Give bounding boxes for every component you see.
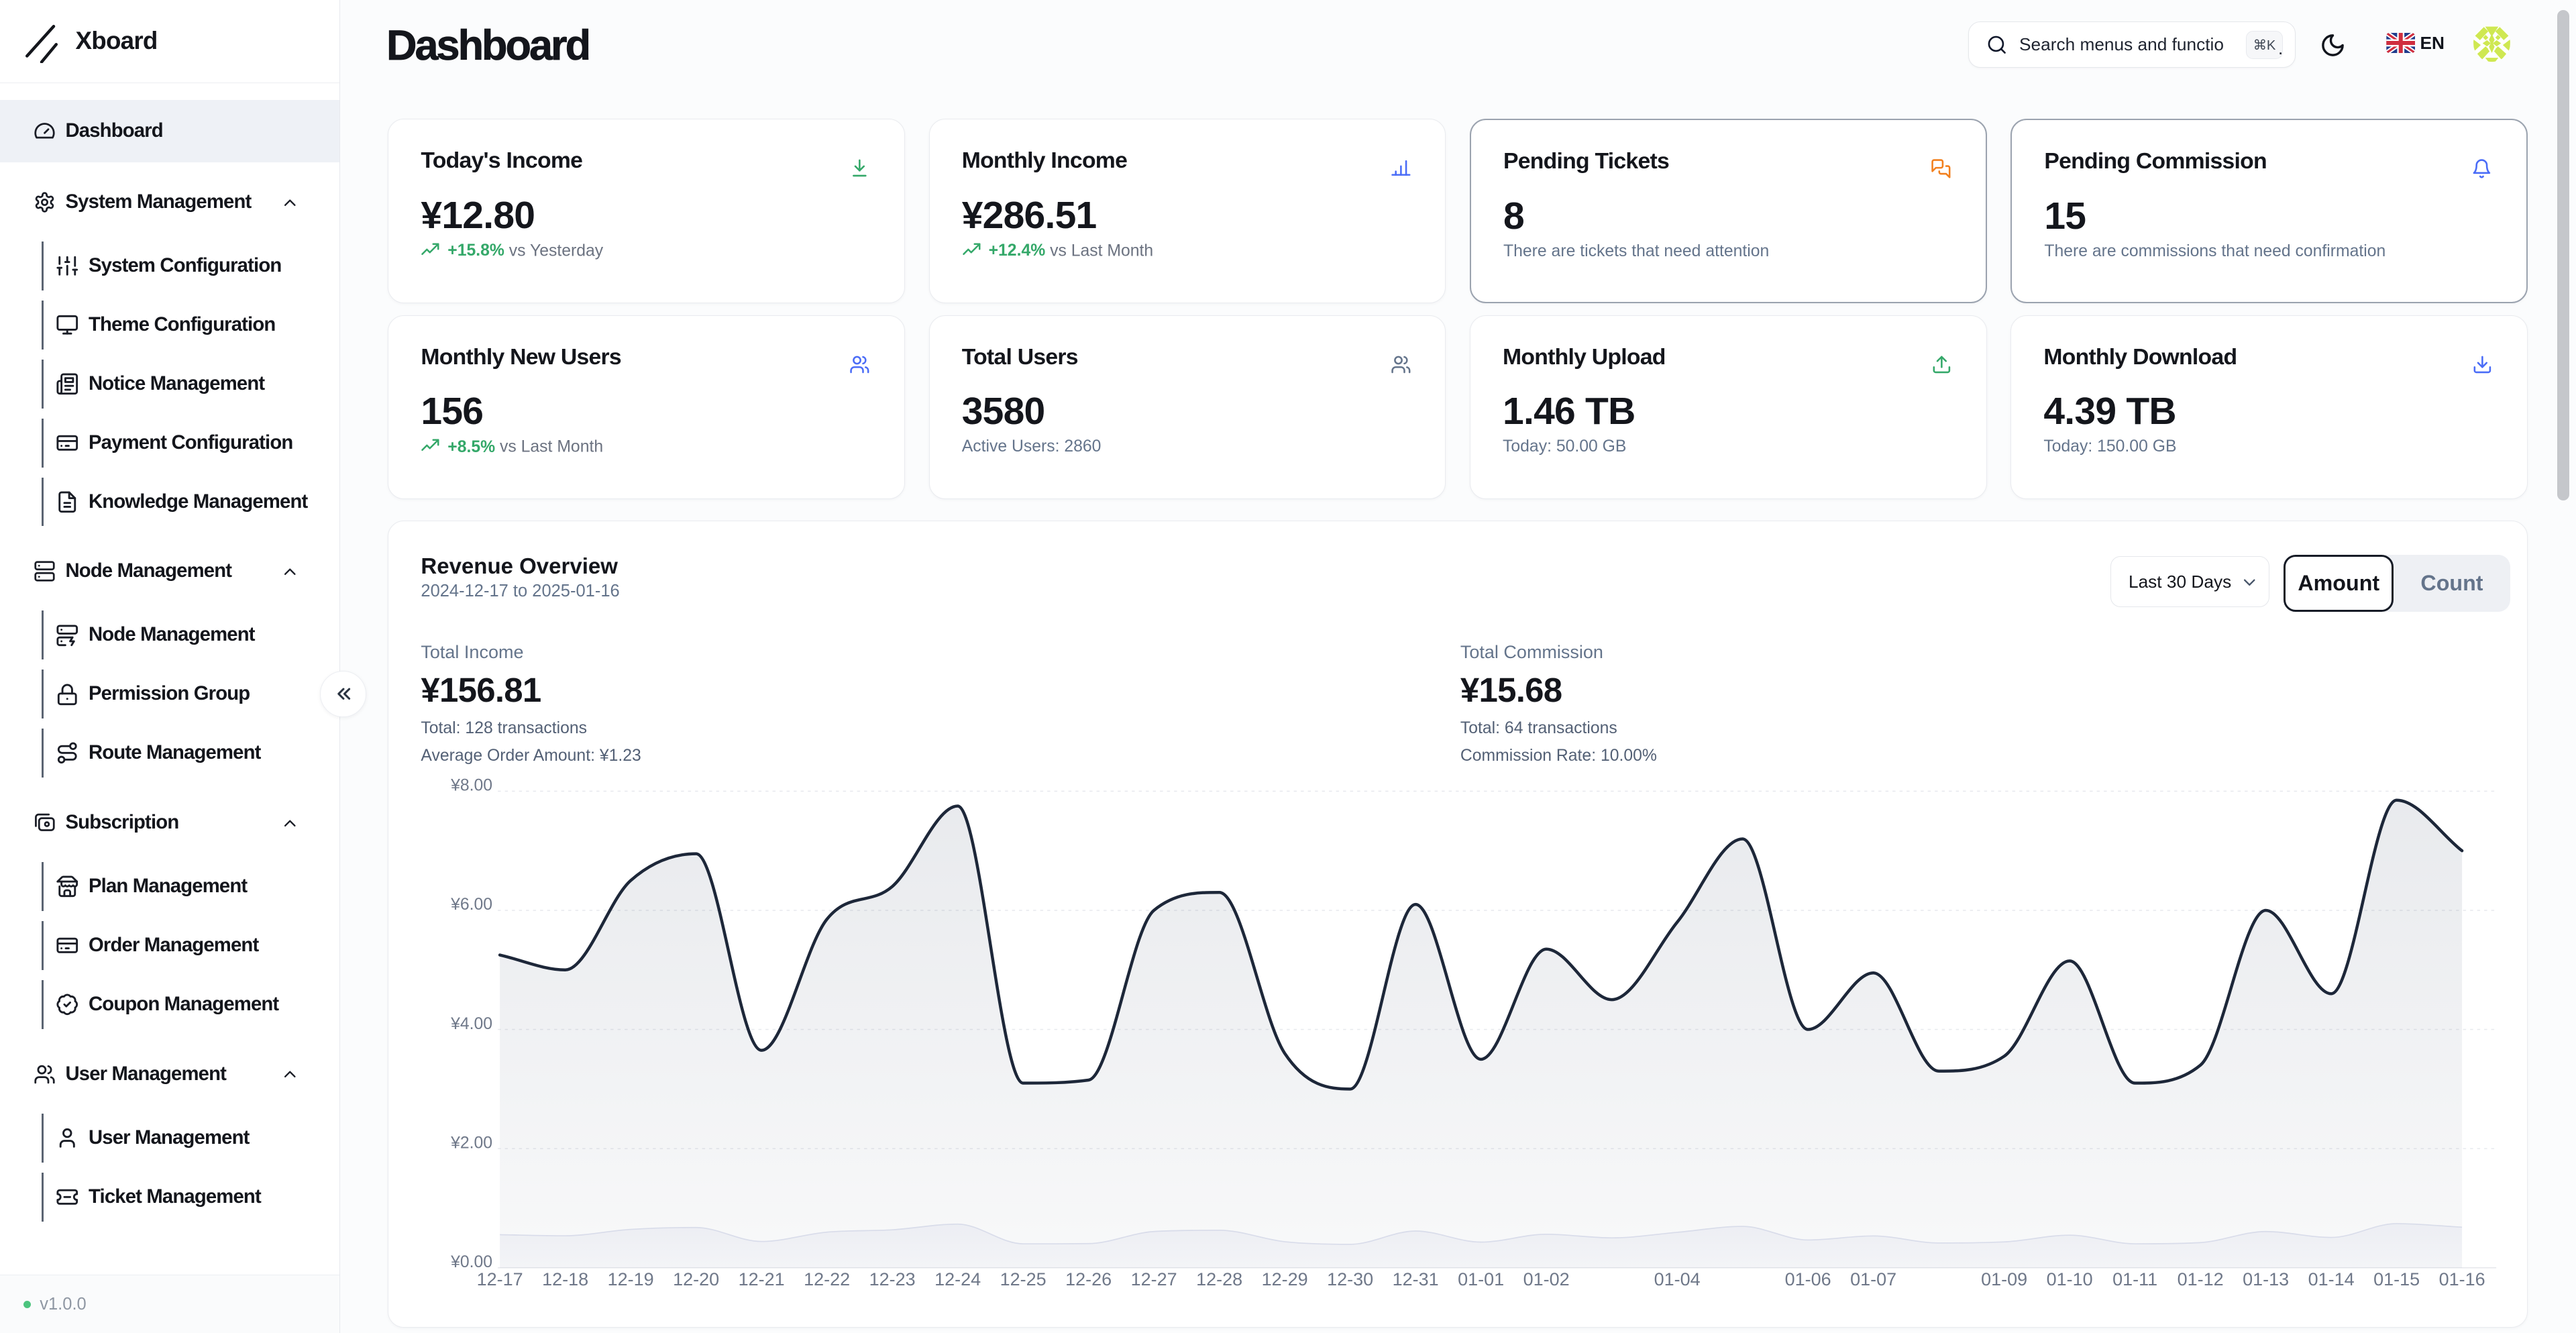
svg-text:01-07: 01-07 <box>1850 1269 1896 1289</box>
svg-text:¥2.00: ¥2.00 <box>450 1134 492 1152</box>
svg-text:12-29: 12-29 <box>1262 1269 1308 1289</box>
svg-text:12-24: 12-24 <box>934 1269 981 1289</box>
svg-text:01-09: 01-09 <box>1981 1269 2027 1289</box>
svg-text:¥6.00: ¥6.00 <box>450 896 492 914</box>
svg-text:12-25: 12-25 <box>1000 1269 1046 1289</box>
svg-text:01-01: 01-01 <box>1458 1269 1504 1289</box>
svg-text:¥8.00: ¥8.00 <box>450 776 492 794</box>
svg-text:01-10: 01-10 <box>2047 1269 2093 1289</box>
svg-text:12-19: 12-19 <box>608 1269 654 1289</box>
svg-text:12-23: 12-23 <box>869 1269 916 1289</box>
svg-text:12-17: 12-17 <box>477 1269 523 1289</box>
svg-text:12-30: 12-30 <box>1327 1269 1373 1289</box>
svg-text:12-31: 12-31 <box>1393 1269 1439 1289</box>
svg-text:12-26: 12-26 <box>1065 1269 1112 1289</box>
svg-text:01-06: 01-06 <box>1785 1269 1831 1289</box>
svg-text:01-12: 01-12 <box>2178 1269 2224 1289</box>
svg-text:¥4.00: ¥4.00 <box>450 1014 492 1032</box>
svg-text:01-04: 01-04 <box>1654 1269 1701 1289</box>
svg-text:01-02: 01-02 <box>1523 1269 1570 1289</box>
svg-text:12-18: 12-18 <box>542 1269 588 1289</box>
svg-text:01-14: 01-14 <box>2308 1269 2355 1289</box>
svg-text:01-15: 01-15 <box>2373 1269 2420 1289</box>
svg-text:12-21: 12-21 <box>739 1269 785 1289</box>
svg-text:12-27: 12-27 <box>1131 1269 1177 1289</box>
svg-text:¥0.00: ¥0.00 <box>450 1253 492 1271</box>
svg-text:01-13: 01-13 <box>2243 1269 2289 1289</box>
svg-text:01-16: 01-16 <box>2439 1269 2485 1289</box>
svg-text:12-20: 12-20 <box>673 1269 719 1289</box>
svg-text:12-22: 12-22 <box>804 1269 850 1289</box>
svg-text:12-28: 12-28 <box>1196 1269 1242 1289</box>
svg-text:01-11: 01-11 <box>2112 1269 2157 1289</box>
